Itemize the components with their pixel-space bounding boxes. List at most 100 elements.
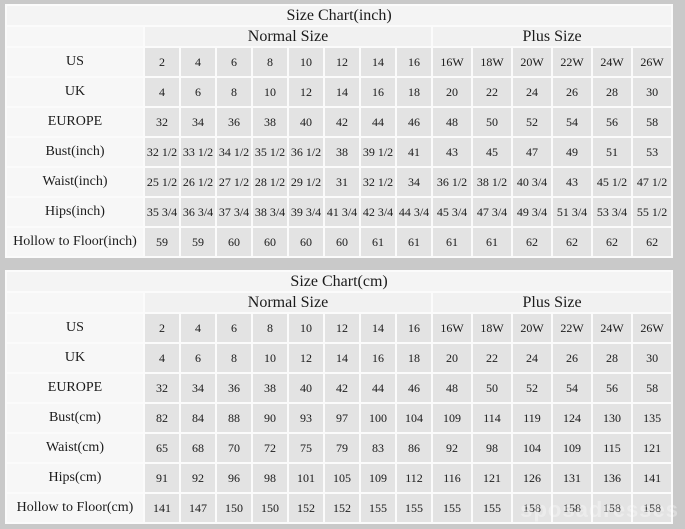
size-value: 135 [633, 404, 672, 432]
size-value: 18 [397, 344, 431, 372]
size-value: 121 [633, 434, 672, 462]
size-value: 158 [553, 494, 591, 522]
size-value: 82 [145, 404, 179, 432]
size-value: 20 [433, 344, 471, 372]
size-value: 150 [217, 494, 251, 522]
size-value: 42 [325, 374, 359, 402]
size-value: 40 [289, 108, 323, 136]
table-row: US 2 4 6 8 10 12 14 16 16W 18W 20W 22W 24W 26W [7, 314, 672, 342]
size-value: 155 [433, 494, 471, 522]
size-value: 112 [397, 464, 431, 492]
size-value: 109 [361, 464, 395, 492]
row-label: Hollow to Floor(inch) [7, 228, 143, 256]
size-value: 109 [553, 434, 591, 462]
size-value: 6 [181, 344, 215, 372]
size-value: 25 1/2 [145, 168, 179, 196]
size-value: 22 [473, 344, 511, 372]
size-value: 31 [325, 168, 359, 196]
size-value: 44 3/4 [397, 198, 431, 226]
size-value: 32 1/2 [145, 138, 179, 166]
size-value: 16W [433, 314, 471, 342]
size-value: 141 [145, 494, 179, 522]
table-row: Hollow to Floor(inch) 59 59 60 60 60 60 61 61 61 6… [7, 228, 672, 256]
row-label: Bust(inch) [7, 138, 143, 166]
size-value: 86 [397, 434, 431, 462]
size-value: 39 3/4 [289, 198, 323, 226]
size-value: 98 [473, 434, 511, 462]
size-value: 18W [473, 314, 511, 342]
size-value: 20W [513, 314, 551, 342]
size-value: 10 [289, 48, 323, 76]
size-value: 83 [361, 434, 395, 462]
size-value: 28 1/2 [253, 168, 287, 196]
size-value: 98 [253, 464, 287, 492]
row-label: US [7, 48, 143, 76]
size-value: 6 [217, 314, 251, 342]
row-label: EUROPE [7, 108, 143, 136]
table-row: Waist(inch) 25 1/2 26 1/2 27 1/2 28 1/2 29 1/… [7, 168, 672, 196]
size-value: 30 [633, 78, 672, 106]
size-value: 93 [289, 404, 323, 432]
size-value: 147 [181, 494, 215, 522]
size-value: 27 1/2 [217, 168, 251, 196]
size-value: 45 [473, 138, 511, 166]
table-row: Bust(inch) 32 1/2 33 1/2 34 1/2 35 1/2 36 1/2… [7, 138, 672, 166]
size-value: 158 [633, 494, 672, 522]
size-value: 47 3/4 [473, 198, 511, 226]
size-value: 62 [633, 228, 672, 256]
size-value: 20W [513, 48, 551, 76]
row-label: Bust(cm) [7, 404, 143, 432]
size-value: 34 [181, 108, 215, 136]
size-value: 22 [473, 78, 511, 106]
size-value: 49 3/4 [513, 198, 551, 226]
size-value: 61 [397, 228, 431, 256]
row-label: Hips(inch) [7, 198, 143, 226]
size-value: 22W [553, 314, 591, 342]
size-value: 24 [513, 78, 551, 106]
size-value: 14 [325, 78, 359, 106]
size-value: 41 [397, 138, 431, 166]
size-value: 124 [553, 404, 591, 432]
size-value: 39 1/2 [361, 138, 395, 166]
size-value: 101 [289, 464, 323, 492]
table-title: Size Chart(cm) [7, 272, 672, 291]
size-value: 53 [633, 138, 672, 166]
size-value: 105 [325, 464, 359, 492]
size-value: 12 [289, 78, 323, 106]
column-group-header: Normal Size [145, 293, 431, 312]
size-value: 34 [397, 168, 431, 196]
size-value: 10 [253, 78, 287, 106]
size-value: 60 [289, 228, 323, 256]
size-value: 45 1/2 [593, 168, 631, 196]
row-label: Hollow to Floor(cm) [7, 494, 143, 522]
size-value: 28 [593, 78, 631, 106]
size-value: 29 1/2 [289, 168, 323, 196]
size-value: 14 [325, 344, 359, 372]
table-row: US 2 4 6 8 10 12 14 16 16W 18W 20W 22W 24W 26W [7, 48, 672, 76]
size-value: 35 1/2 [253, 138, 287, 166]
size-value: 61 [433, 228, 471, 256]
size-value: 36 [217, 374, 251, 402]
size-value: 58 [633, 108, 672, 136]
size-value: 33 1/2 [181, 138, 215, 166]
size-value: 26 1/2 [181, 168, 215, 196]
size-value: 65 [145, 434, 179, 462]
size-value: 152 [325, 494, 359, 522]
size-value: 152 [289, 494, 323, 522]
table-row: UK 4 6 8 10 12 14 16 18 20 22 24 26 28 30 [7, 344, 672, 372]
size-value: 59 [145, 228, 179, 256]
table-row: EUROPE 32 34 36 38 40 42 44 46 48 50 52 54 56 58 [7, 108, 672, 136]
size-value: 24W [593, 314, 631, 342]
size-value: 38 [253, 374, 287, 402]
size-value: 10 [253, 344, 287, 372]
size-value: 131 [553, 464, 591, 492]
size-value: 43 [433, 138, 471, 166]
size-value: 10 [289, 314, 323, 342]
size-value: 53 3/4 [593, 198, 631, 226]
size-value: 2 [145, 314, 179, 342]
size-value: 24W [593, 48, 631, 76]
size-value: 136 [593, 464, 631, 492]
row-label: UK [7, 78, 143, 106]
size-value: 36 3/4 [181, 198, 215, 226]
